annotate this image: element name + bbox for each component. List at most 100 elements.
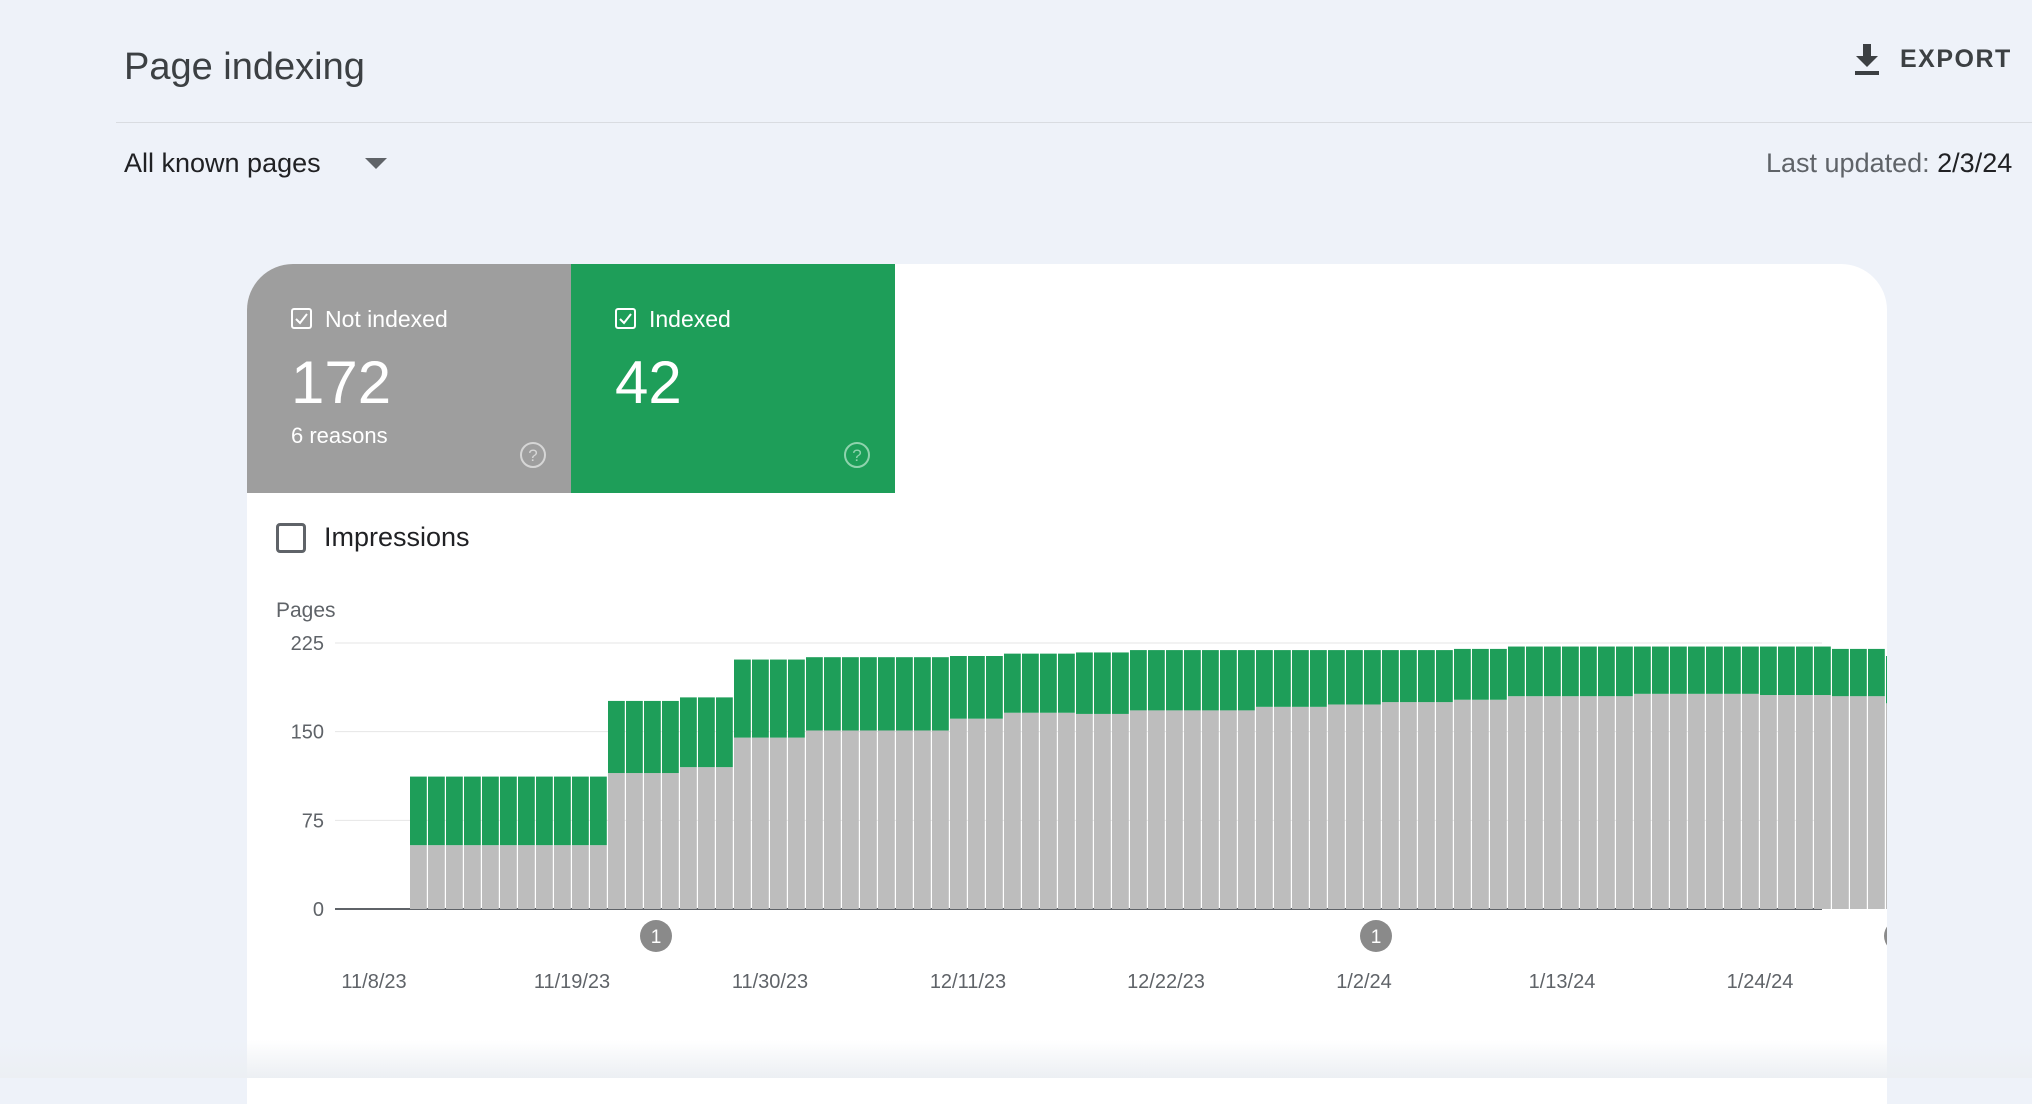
bar-not-indexed bbox=[1868, 696, 1885, 909]
bar-indexed bbox=[1292, 650, 1309, 707]
bar-indexed bbox=[482, 776, 499, 846]
bar-not-indexed bbox=[1652, 693, 1669, 909]
bar-not-indexed bbox=[1076, 713, 1093, 909]
checkbox-checked-icon[interactable] bbox=[615, 308, 636, 329]
not-indexed-tile[interactable]: Not indexed 172 6 reasons ? bbox=[247, 264, 571, 493]
bar-not-indexed bbox=[1562, 696, 1579, 909]
bar-not-indexed bbox=[1328, 704, 1345, 909]
bar-not-indexed bbox=[698, 767, 715, 909]
bar-indexed bbox=[590, 776, 607, 846]
bar-not-indexed bbox=[1490, 699, 1507, 909]
bar-indexed bbox=[410, 776, 427, 846]
bar-not-indexed bbox=[1598, 696, 1615, 909]
help-icon[interactable]: ? bbox=[519, 441, 547, 469]
bar-not-indexed bbox=[1202, 710, 1219, 909]
bar-indexed bbox=[1778, 646, 1795, 696]
bar-indexed bbox=[1184, 650, 1201, 711]
bar-indexed bbox=[1886, 656, 1887, 704]
bar-not-indexed bbox=[932, 730, 949, 909]
bar-not-indexed bbox=[1796, 695, 1813, 909]
bar-not-indexed bbox=[644, 773, 661, 909]
help-icon[interactable]: ? bbox=[843, 441, 871, 469]
x-tick-label: 11/30/23 bbox=[732, 971, 808, 993]
impressions-checkbox[interactable] bbox=[276, 522, 306, 553]
indexing-card: Not indexed 172 6 reasons ? Indexed 42 ?… bbox=[247, 264, 1887, 1104]
bar-indexed bbox=[950, 656, 967, 719]
bar-not-indexed bbox=[1688, 693, 1705, 909]
bar-indexed bbox=[1346, 650, 1363, 705]
bar-indexed bbox=[878, 657, 895, 731]
bar-not-indexed bbox=[518, 845, 535, 909]
x-tick-label: 1/13/24 bbox=[1529, 971, 1596, 993]
bar-not-indexed bbox=[950, 718, 967, 909]
svg-text:?: ? bbox=[852, 446, 861, 465]
annotation-label: 1 bbox=[651, 927, 662, 948]
bar-indexed bbox=[788, 659, 805, 738]
last-updated-date: 2/3/24 bbox=[1937, 148, 2013, 178]
bar-indexed bbox=[662, 700, 679, 774]
bar-not-indexed bbox=[1292, 706, 1309, 909]
bar-indexed bbox=[1328, 650, 1345, 705]
indexed-tile[interactable]: Indexed 42 ? bbox=[571, 264, 895, 493]
bar-indexed bbox=[1436, 650, 1453, 703]
bar-not-indexed bbox=[1040, 712, 1057, 909]
indexed-label: Indexed bbox=[649, 306, 731, 332]
bar-not-indexed bbox=[1616, 696, 1633, 909]
bar-not-indexed bbox=[680, 767, 697, 909]
bar-not-indexed bbox=[896, 730, 913, 909]
bar-not-indexed bbox=[500, 845, 517, 909]
indexed-count: 42 bbox=[615, 349, 682, 416]
annotation-marker bbox=[1360, 920, 1392, 952]
export-button[interactable]: EXPORT bbox=[1852, 42, 2012, 76]
bar-indexed bbox=[1094, 652, 1111, 714]
bar-not-indexed bbox=[1778, 695, 1795, 909]
annotation-label: 1 bbox=[1371, 927, 1382, 948]
bar-indexed bbox=[1310, 650, 1327, 707]
bar-indexed bbox=[1418, 650, 1435, 703]
bar-indexed bbox=[1832, 648, 1849, 697]
bar-indexed bbox=[1112, 652, 1129, 714]
bar-not-indexed bbox=[1526, 696, 1543, 909]
bar-not-indexed bbox=[806, 730, 823, 909]
bar-not-indexed bbox=[1094, 713, 1111, 909]
pages-bar-chart: Pages 0 75 150 225 11/8/23 11/19/23 11/30/23 12/… bbox=[276, 599, 1887, 993]
bar-not-indexed bbox=[482, 845, 499, 909]
bar-indexed bbox=[770, 659, 787, 738]
bar-indexed bbox=[1364, 650, 1381, 705]
x-tick-label: 12/22/23 bbox=[1127, 971, 1205, 993]
bar-not-indexed bbox=[1544, 696, 1561, 909]
checkbox-checked-icon[interactable] bbox=[291, 308, 312, 329]
bar-indexed bbox=[842, 657, 859, 731]
bar-not-indexed bbox=[554, 845, 571, 909]
bar-not-indexed bbox=[914, 730, 931, 909]
header-divider bbox=[116, 122, 2032, 123]
bar-indexed bbox=[1616, 646, 1633, 697]
bar-indexed bbox=[1652, 646, 1669, 694]
bar-indexed bbox=[1256, 650, 1273, 707]
bar-not-indexed bbox=[1148, 710, 1165, 909]
bar-indexed bbox=[1544, 646, 1561, 697]
bar-not-indexed bbox=[1760, 695, 1777, 909]
bar-not-indexed bbox=[1580, 696, 1597, 909]
y-tick-label: 75 bbox=[302, 810, 324, 832]
bar-not-indexed bbox=[1130, 710, 1147, 909]
bar-indexed bbox=[644, 700, 661, 774]
bar-indexed bbox=[1688, 646, 1705, 694]
bar-indexed bbox=[1472, 648, 1489, 700]
bar-indexed bbox=[1562, 646, 1579, 697]
bar-indexed bbox=[1130, 650, 1147, 711]
bar-indexed bbox=[1706, 646, 1723, 694]
bar-not-indexed bbox=[1346, 704, 1363, 909]
bar-indexed bbox=[1274, 650, 1291, 707]
bar-not-indexed bbox=[1634, 693, 1651, 909]
bar-indexed bbox=[914, 657, 931, 731]
bar-not-indexed bbox=[842, 730, 859, 909]
bar-not-indexed bbox=[1256, 706, 1273, 909]
bar-indexed bbox=[1220, 650, 1237, 711]
impressions-toggle[interactable]: Impressions bbox=[276, 522, 470, 553]
bar-indexed bbox=[1490, 648, 1507, 700]
y-tick-label: 0 bbox=[313, 899, 324, 921]
pages-filter-dropdown[interactable]: All known pages bbox=[124, 148, 387, 179]
bar-indexed bbox=[1724, 646, 1741, 694]
page-title: Page indexing bbox=[124, 46, 365, 88]
